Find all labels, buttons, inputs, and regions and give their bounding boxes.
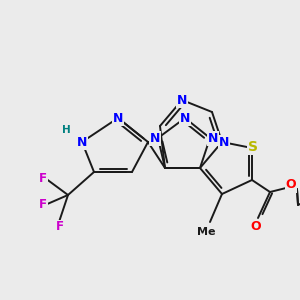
Text: F: F [56, 220, 64, 233]
Text: S: S [248, 140, 258, 154]
Text: Me: Me [197, 227, 215, 237]
Text: O: O [251, 220, 261, 232]
Text: N: N [113, 112, 123, 124]
Text: H: H [61, 125, 70, 135]
Text: N: N [180, 112, 190, 124]
Text: N: N [177, 94, 187, 106]
Text: F: F [39, 172, 47, 184]
Text: N: N [150, 131, 160, 145]
Text: N: N [208, 131, 218, 145]
Text: O: O [286, 178, 296, 191]
Text: N: N [219, 136, 229, 148]
Text: N: N [77, 136, 87, 148]
Text: F: F [39, 199, 47, 212]
